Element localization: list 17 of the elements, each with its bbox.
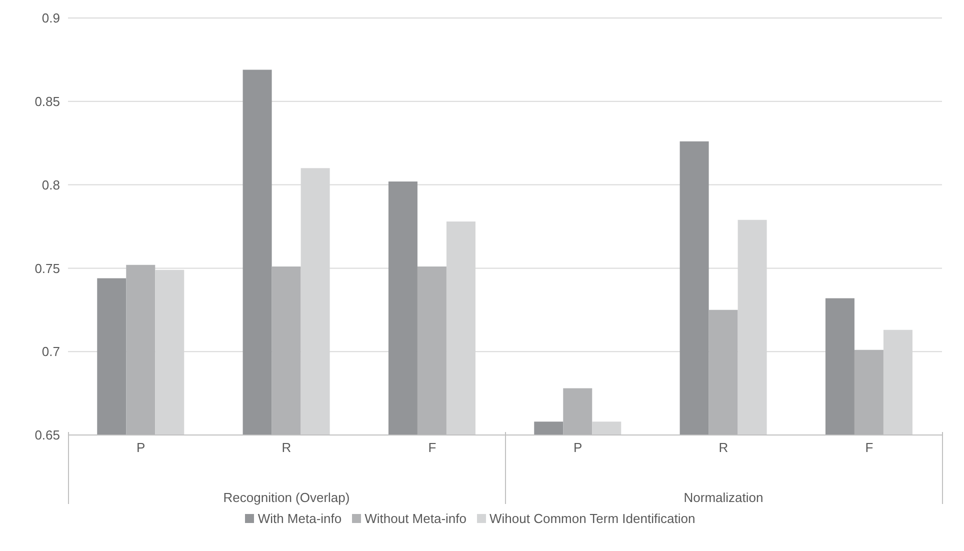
x-tick-label: R [718, 440, 728, 456]
y-tick-label: 0.85 [34, 94, 60, 110]
x-tick-label: F [428, 440, 436, 456]
y-tick-label: 0.8 [42, 177, 60, 192]
legend-label: With Meta-info [258, 511, 342, 526]
text: Recognition (Overlap) [222, 490, 351, 505]
x-tick-label: P [136, 440, 146, 456]
legend-label: Wihout Common Term Identification [490, 511, 696, 526]
y-tick-label: 0.9 [42, 10, 60, 26]
x-tick-label: R [282, 440, 292, 456]
text: Normalization [682, 490, 764, 505]
y-tick-label: 0.65 [34, 428, 60, 443]
y-tick-label: 0.7 [42, 344, 60, 360]
x-tick-label: F [865, 440, 874, 456]
legend-label: Without Meta-info [364, 511, 466, 526]
y-tick-label: 0.75 [34, 260, 60, 276]
x-tick-label: P [573, 440, 582, 456]
